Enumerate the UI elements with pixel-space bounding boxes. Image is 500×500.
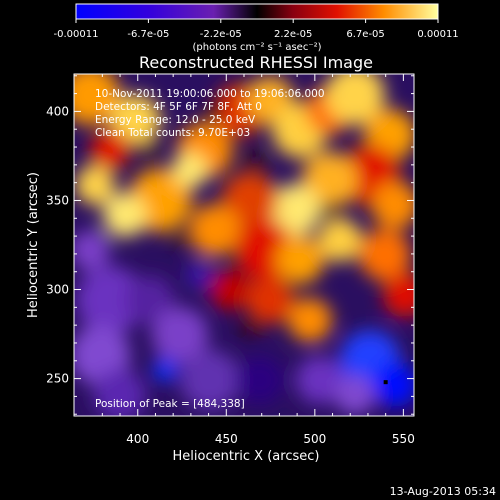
heatmap-blob — [335, 375, 375, 415]
annotation-line: Detectors: 4F 5F 6F 7F 8F, Att 0 — [95, 101, 262, 113]
heatmap-blob — [325, 74, 385, 125]
heatmap-blob — [103, 193, 147, 237]
heatmap-blob — [288, 298, 332, 342]
heatmap-blob — [74, 74, 120, 125]
heatmap-blob — [359, 229, 411, 281]
chart-title: Reconstructed RHESSI Image — [139, 53, 373, 72]
heatmap-blob — [74, 230, 110, 270]
heatmap-blob — [180, 350, 240, 410]
heatmap-blob — [296, 356, 344, 404]
y-tick-label: 250 — [46, 372, 69, 386]
heatmap-blob — [246, 151, 264, 169]
peak-marker — [383, 380, 388, 385]
y-tick-label: 300 — [46, 283, 69, 297]
y-tick-label: 350 — [46, 193, 69, 207]
heatmap-blob — [153, 358, 177, 382]
heatmap-blob — [90, 130, 130, 170]
colorbar-tick-label: -2.2e-05 — [200, 29, 242, 40]
heatmap-blob — [94, 369, 146, 416]
heatmap-blob — [75, 165, 115, 205]
heatmap-blob — [371, 181, 414, 229]
heatmap-blob — [186, 261, 214, 289]
x-axis-label: Heliocentric X (arcsec) — [173, 449, 320, 464]
colorbar-unit-label: (photons cm⁻² s⁻¹ asec⁻²) — [192, 42, 321, 53]
heatmap-blob — [222, 172, 278, 228]
y-axis-label: Heliocentric Y (arcsec) — [26, 172, 41, 318]
annotation-line: Clean Total counts: 9.70E+03 — [95, 127, 250, 139]
heatmap-blob — [241, 321, 259, 339]
colorbar-tick-label: 2.2e-05 — [274, 29, 312, 40]
heatmap-blobs — [74, 74, 414, 416]
colorbar-ticks: -0.00011 -6.7e-05 -2.2e-05 2.2e-05 6.7e-05 0.… — [54, 19, 459, 40]
x-tick-label: 400 — [126, 432, 149, 446]
heatmap-blob — [302, 152, 358, 208]
axis-ticks: 400 450 500 550 250 300 350 400 — [46, 74, 415, 446]
annotation-line: 10-Nov-2011 19:00:06.000 to 19:06:06.000 — [95, 88, 325, 100]
peak-position-label: Position of Peak = [484,338] — [95, 398, 245, 410]
heatmap-blob — [373, 363, 414, 407]
heatmap-blob — [269, 184, 321, 236]
heatmap-blob — [189, 204, 241, 256]
heatmap-blob — [152, 307, 208, 363]
heatmap-blob — [142, 142, 158, 158]
heatmap-blob — [383, 273, 414, 317]
annotation-block: 10-Nov-2011 19:00:06.000 to 19:06:06.000… — [95, 88, 325, 139]
heatmap-blob — [173, 233, 187, 247]
heatmap-blob — [109, 94, 161, 146]
heatmap-blob — [246, 276, 294, 324]
heatmap-blob — [126, 276, 174, 324]
heatmap-blob — [322, 202, 338, 218]
heatmap-blob — [276, 236, 324, 284]
y-tick-label: 400 — [46, 104, 69, 118]
colorbar-tick-label: 6.7e-05 — [346, 29, 384, 40]
heatmap-blob — [236, 356, 284, 404]
heatmap-image — [74, 74, 414, 416]
heatmap-blob — [172, 152, 208, 188]
x-tick-label: 450 — [215, 432, 238, 446]
heatmap-blob — [318, 218, 362, 262]
colorbar — [75, 3, 439, 20]
x-tick-label: 500 — [303, 432, 326, 446]
x-tick-label: 550 — [392, 432, 415, 446]
annotation-line: Energy Range: 12.0 - 25.0 keV — [95, 114, 256, 126]
footer-date: 13-Aug-2013 05:34 — [390, 485, 496, 498]
heatmap-blob — [210, 270, 250, 310]
heatmap-blob — [207, 102, 223, 118]
heatmap-blob — [76, 266, 144, 334]
colorbar-tick-label: -0.00011 — [54, 29, 99, 40]
colorbar-tick-label: -6.7e-05 — [127, 29, 169, 40]
colorbar-tick-label: 0.00011 — [417, 29, 458, 40]
